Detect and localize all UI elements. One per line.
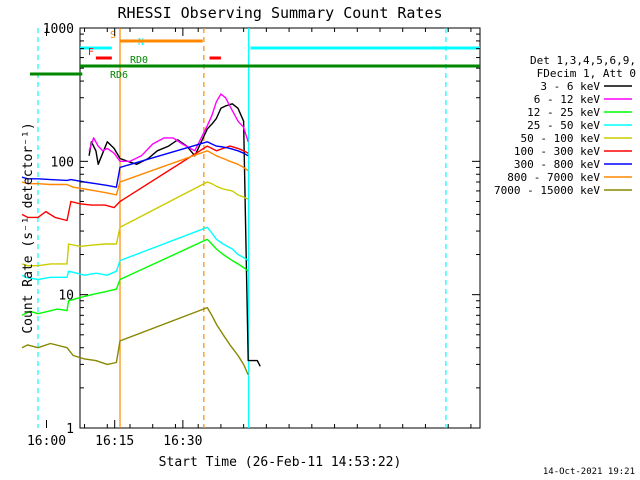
flag-bars: NSFRD0RD6: [30, 30, 480, 81]
series-line-6: [21, 141, 249, 188]
flag-label-f: F: [88, 47, 94, 58]
legend-header-0: Det 1,3,4,5,6,9,: [530, 54, 636, 67]
series-lines: [21, 93, 261, 376]
legend-label-3: 25 - 50 keV: [527, 119, 600, 132]
legend-label-0: 3 - 6 keV: [540, 80, 600, 93]
legend-label-4: 50 - 100 keV: [521, 132, 601, 145]
series-line-8: [21, 306, 249, 376]
series-line-3: [21, 226, 249, 281]
series-line-2: [21, 238, 249, 316]
plot-area: NSFRD0RD6: [21, 27, 481, 429]
series-line-4: [21, 181, 249, 267]
x-axis-label: Start Time (26-Feb-11 14:53:22): [159, 455, 402, 470]
legend-label-1: 6 - 12 keV: [534, 93, 601, 106]
x-tick-label-6: 16:30: [163, 434, 202, 449]
series-line-7: [21, 150, 249, 196]
y-tick-label-0: 1: [66, 422, 74, 437]
vertical-markers: [37, 28, 447, 428]
legend-label-2: 12 - 25 keV: [527, 106, 600, 119]
plot-frame: [79, 27, 481, 429]
legend-header-1: FDecim 1, Att 0: [537, 67, 636, 80]
x-tick-label-4: 16:00: [27, 434, 66, 449]
legend-label-6: 300 - 800 keV: [514, 158, 600, 171]
y-tick-label-2: 100: [51, 155, 74, 170]
series-line-5: [21, 145, 249, 222]
timestamp: 14-Oct-2021 19:21: [543, 467, 635, 477]
legend-label-5: 100 - 300 keV: [514, 145, 600, 158]
x-tick-label-5: 16:15: [95, 434, 134, 449]
y-tick-label-3: 1000: [43, 22, 74, 37]
flag-label-rd6: RD6: [110, 70, 128, 81]
y-axis: 1 10 100 1000: [43, 22, 480, 437]
flag-label-s: S: [110, 30, 116, 41]
legend-label-7: 800 - 7000 keV: [507, 171, 600, 184]
y-axis-label: Count Rate (s⁻¹ detector⁻¹): [21, 122, 36, 333]
legend-label-8: 7000 - 15000 keV: [494, 184, 600, 197]
y-tick-label-1: 10: [58, 289, 74, 304]
series-line-1: [88, 93, 249, 162]
flag-label-rd0: RD0: [130, 55, 148, 66]
legend: Det 1,3,4,5,6,9,FDecim 1, Att 03 - 6 keV…: [494, 54, 636, 197]
chart-title: RHESSI Observing Summary Count Rates: [117, 4, 442, 22]
series-line-0: [88, 103, 261, 367]
